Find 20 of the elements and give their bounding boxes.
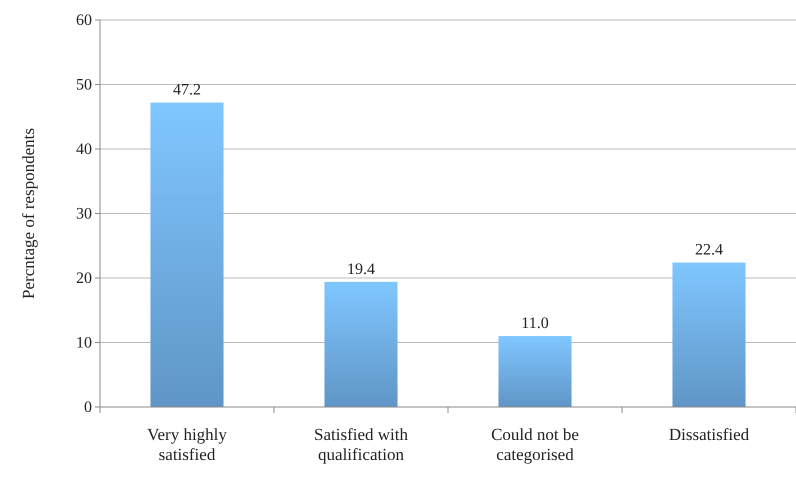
y-tick-label: 20: [76, 270, 92, 288]
data-label: 47.2: [173, 82, 201, 99]
y-axis-title: Percntage of respondents: [19, 128, 38, 299]
x-tick-label: Satisfied with qualification: [314, 425, 408, 464]
data-label: 19.4: [347, 260, 375, 278]
bar: [324, 282, 398, 407]
y-tick-label: 50: [76, 76, 92, 94]
x-tick-label: Very highly satisfied: [147, 425, 228, 464]
y-tick-label: 30: [76, 206, 92, 223]
data-label: 11.0: [521, 315, 549, 332]
bar: [498, 336, 572, 407]
data-label: 22.4: [695, 242, 723, 259]
bar: [672, 262, 746, 407]
y-tick-label: 10: [76, 334, 92, 352]
x-tick-label: Could not be categorised: [491, 425, 579, 464]
y-tick-label: 0: [84, 399, 92, 416]
bar: [150, 102, 224, 407]
y-tick-label: 40: [76, 141, 92, 158]
x-tick-label: Dissatisfied: [668, 425, 750, 444]
y-tick-label: 60: [76, 12, 92, 30]
